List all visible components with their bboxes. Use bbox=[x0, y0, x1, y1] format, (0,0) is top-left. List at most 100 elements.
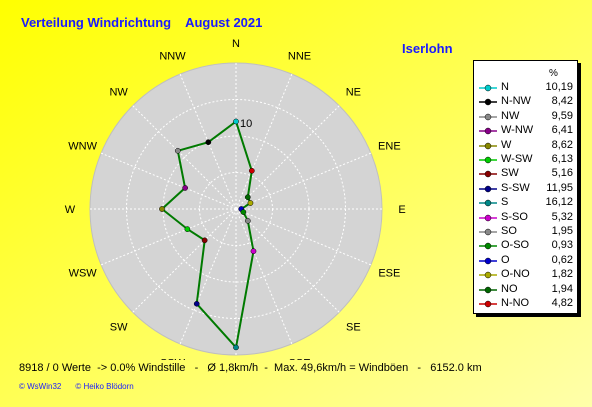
legend-marker bbox=[479, 271, 497, 279]
credit-app: © WsWin32 bbox=[19, 382, 62, 391]
data-point-nnw bbox=[205, 139, 212, 146]
data-point-nne bbox=[248, 167, 255, 174]
legend-item: N-NW 8,42 bbox=[474, 95, 577, 109]
data-point-w bbox=[159, 206, 165, 212]
legend-item-value: 16,12 bbox=[545, 196, 573, 209]
spoke-sse bbox=[235, 208, 293, 345]
legend-unit: % bbox=[549, 68, 558, 79]
direction-label-nne: NNE bbox=[288, 51, 311, 63]
direction-label-sw: SW bbox=[110, 321, 128, 333]
legend-item-name: NW bbox=[501, 109, 520, 122]
legend-item-name: N-NO bbox=[501, 297, 530, 309]
spoke-wnw bbox=[100, 152, 237, 210]
data-point-sw bbox=[201, 237, 208, 244]
legend-marker bbox=[479, 99, 497, 106]
legend-marker bbox=[479, 214, 497, 221]
data-point-se bbox=[244, 217, 251, 224]
legend-item: S-SO 5,32 bbox=[474, 211, 577, 225]
data-point-nw bbox=[174, 147, 181, 154]
direction-label-w: W bbox=[65, 204, 76, 216]
data-point-wnw bbox=[182, 185, 188, 191]
chart-title: Verteilung Windrichtung August 2021 bbox=[21, 15, 263, 30]
legend-item-value: 4,82 bbox=[551, 297, 573, 309]
legend-item: S-SW 11,95 bbox=[474, 182, 577, 196]
ring-label: 10 bbox=[240, 118, 252, 130]
legend-item: N 10,19 bbox=[474, 81, 577, 95]
data-point-ese bbox=[240, 209, 247, 215]
spoke-se bbox=[235, 208, 340, 313]
direction-label-ne: NE bbox=[346, 87, 361, 99]
legend-item-value: 1,94 bbox=[551, 282, 573, 295]
legend-item-name: W-NW bbox=[501, 124, 534, 137]
legend-item: O 0,62 bbox=[474, 254, 577, 268]
legend-item-name: N-NW bbox=[501, 95, 531, 108]
legend-marker bbox=[479, 257, 497, 265]
direction-label-wnw: WNW bbox=[68, 140, 97, 152]
legend-item-value: 6,41 bbox=[551, 124, 573, 137]
legend-item: NO 1,94 bbox=[474, 283, 577, 297]
legend-item: SW 5,16 bbox=[474, 167, 577, 181]
legend-item-value: 8,62 bbox=[551, 138, 573, 151]
legend-item-name: S-SW bbox=[501, 181, 530, 194]
spoke-ese bbox=[235, 208, 372, 266]
data-point-sse bbox=[250, 248, 257, 255]
legend-item-value: 5,32 bbox=[551, 210, 573, 223]
legend-marker bbox=[479, 185, 497, 193]
legend: % N 10,19 N-NW 8,42 NW 9,59 W-NW 6,41 W 8,62 W-SW 6… bbox=[473, 60, 578, 314]
legend-item-name: N bbox=[501, 81, 509, 93]
legend-item: O-NO 1,82 bbox=[474, 268, 577, 282]
direction-label-ene: ENE bbox=[378, 140, 401, 152]
legend-item-name: O-NO bbox=[501, 268, 530, 281]
legend-item-name: NO bbox=[501, 282, 518, 295]
data-point-ene bbox=[247, 200, 254, 206]
direction-label-ssw: SSW bbox=[160, 357, 186, 360]
legend-item-name: O bbox=[501, 253, 510, 266]
legend-item: W 8,62 bbox=[474, 139, 577, 153]
spoke-ene bbox=[235, 152, 372, 210]
spoke-ssw bbox=[179, 208, 237, 345]
legend-item-name: W-SW bbox=[501, 153, 533, 165]
legend-item-value: 6,13 bbox=[551, 153, 573, 165]
legend-item-value: 9,59 bbox=[551, 109, 573, 122]
data-point-n bbox=[233, 118, 239, 125]
legend-marker bbox=[479, 156, 497, 164]
legend-marker bbox=[479, 142, 497, 149]
legend-item-value: 8,42 bbox=[551, 95, 573, 108]
legend-item-name: W bbox=[501, 138, 512, 151]
spoke-nne bbox=[235, 73, 293, 210]
legend-marker bbox=[479, 243, 497, 250]
spoke-sw bbox=[132, 208, 237, 313]
direction-label-n: N bbox=[232, 38, 240, 50]
legend-marker bbox=[479, 286, 497, 293]
legend-marker bbox=[479, 228, 497, 236]
legend-marker bbox=[479, 127, 497, 135]
spoke-ne bbox=[235, 105, 340, 210]
legend-item-value: 10,19 bbox=[545, 81, 573, 93]
direction-label-e: E bbox=[398, 204, 405, 216]
credit-author: © Heiko Blödorn bbox=[75, 382, 134, 391]
legend-item: SO 1,95 bbox=[474, 225, 577, 239]
direction-label-wsw: WSW bbox=[69, 268, 98, 280]
direction-label-nw: NW bbox=[109, 87, 128, 99]
legend-marker bbox=[479, 171, 497, 178]
legend-item-value: 0,93 bbox=[551, 239, 573, 252]
wind-rose-chart: NNNENEENEEESESESSESSSWSWWSWWWNWNWNNW10 bbox=[65, 38, 406, 360]
location-label: Iserlohn bbox=[402, 41, 453, 56]
legend-item: N-NO 4,82 bbox=[474, 297, 577, 311]
direction-label-sse: SSE bbox=[289, 357, 311, 360]
direction-label-nnw: NNW bbox=[159, 51, 186, 63]
direction-label-se: SE bbox=[346, 321, 361, 333]
legend-item: O-SO 0,93 bbox=[474, 239, 577, 253]
legend-item-name: O-SO bbox=[501, 239, 530, 252]
statistics-line: 8918 / 0 Werte -> 0.0% Windstille - Ø 1,… bbox=[19, 362, 482, 374]
data-point-ne bbox=[244, 194, 251, 201]
legend-item-name: SO bbox=[501, 225, 517, 237]
spoke-wsw bbox=[100, 208, 237, 266]
spoke-nw bbox=[132, 105, 237, 210]
direction-label-ese: ESE bbox=[378, 268, 400, 280]
legend-item: W-NW 6,41 bbox=[474, 124, 577, 138]
legend-item-name: S-SO bbox=[501, 210, 528, 223]
credits: © WsWin32 © Heiko Blödorn bbox=[19, 382, 134, 391]
legend-item-value: 11,95 bbox=[546, 181, 573, 194]
legend-marker bbox=[479, 199, 497, 207]
